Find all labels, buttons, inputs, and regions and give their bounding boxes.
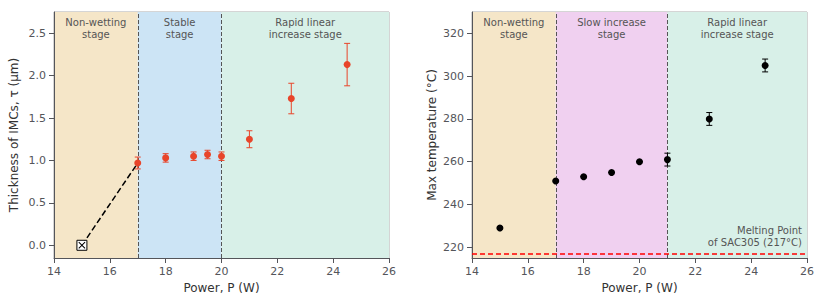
- svg-text:14: 14: [465, 265, 479, 278]
- svg-text:16: 16: [103, 265, 117, 278]
- svg-text:220: 220: [443, 241, 464, 254]
- svg-text:stage: stage: [598, 29, 626, 40]
- svg-text:16: 16: [521, 265, 535, 278]
- svg-text:14: 14: [47, 265, 61, 278]
- svg-text:Rapid linear: Rapid linear: [707, 17, 768, 28]
- svg-text:320: 320: [443, 27, 464, 40]
- svg-text:240: 240: [443, 198, 464, 211]
- svg-text:300: 300: [443, 70, 464, 83]
- svg-text:0.0: 0.0: [29, 239, 47, 252]
- svg-text:2.5: 2.5: [29, 27, 47, 40]
- svg-text:Slow increase: Slow increase: [577, 17, 646, 28]
- svg-text:Stable: Stable: [164, 17, 196, 28]
- svg-text:stage: stage: [82, 29, 110, 40]
- svg-text:24: 24: [744, 265, 758, 278]
- svg-text:26: 26: [382, 265, 396, 278]
- svg-text:Non-wetting: Non-wetting: [483, 17, 544, 28]
- svg-text:20: 20: [633, 265, 647, 278]
- svg-text:22: 22: [688, 265, 702, 278]
- svg-text:2.0: 2.0: [29, 69, 47, 82]
- svg-text:Thickness of IMCs, τ (μm): Thickness of IMCs, τ (μm): [7, 58, 21, 213]
- svg-text:0.5: 0.5: [29, 196, 47, 209]
- svg-text:Non-wetting: Non-wetting: [65, 17, 126, 28]
- svg-text:1.0: 1.0: [29, 154, 47, 167]
- svg-text:Power, P (W): Power, P (W): [601, 281, 677, 295]
- svg-text:increase stage: increase stage: [701, 29, 774, 40]
- svg-text:24: 24: [326, 265, 340, 278]
- svg-text:26: 26: [800, 265, 814, 278]
- svg-text:Rapid linear: Rapid linear: [275, 17, 336, 28]
- svg-text:of SAC305 (217°C): of SAC305 (217°C): [708, 237, 802, 248]
- svg-text:1.5: 1.5: [29, 112, 47, 125]
- svg-text:increase stage: increase stage: [269, 29, 342, 40]
- svg-text:Melting Point: Melting Point: [737, 225, 802, 236]
- svg-text:stage: stage: [500, 29, 528, 40]
- svg-text:18: 18: [577, 265, 591, 278]
- svg-text:20: 20: [215, 265, 229, 278]
- svg-text:22: 22: [270, 265, 284, 278]
- svg-text:stage: stage: [166, 29, 194, 40]
- svg-text:Power, P (W): Power, P (W): [183, 281, 259, 295]
- svg-text:18: 18: [159, 265, 173, 278]
- svg-text:Max temperature (°C): Max temperature (°C): [425, 69, 439, 201]
- svg-text:280: 280: [443, 112, 464, 125]
- svg-text:260: 260: [443, 155, 464, 168]
